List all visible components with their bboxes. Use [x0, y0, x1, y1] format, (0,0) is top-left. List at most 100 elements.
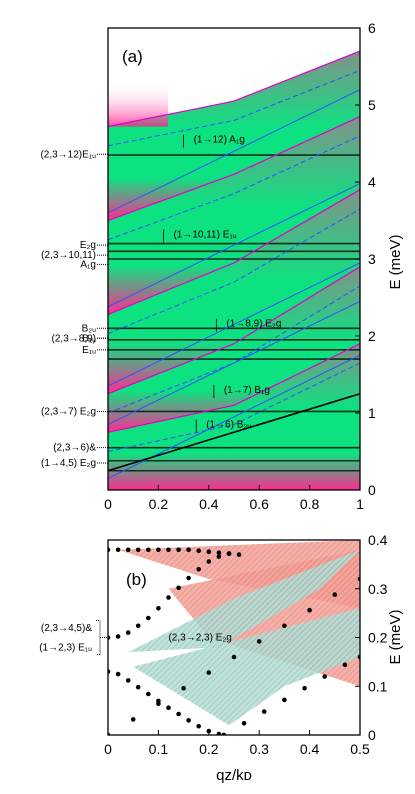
branch-line [108, 183, 360, 308]
x-tick-label: 0.2 [199, 741, 219, 757]
data-point [282, 623, 287, 629]
data-point [156, 701, 161, 707]
y-tick-label: 5 [368, 97, 376, 113]
data-point [196, 723, 201, 729]
data-point [206, 559, 212, 564]
data-point [176, 547, 181, 553]
left-annotation: (1→2,3) E₁ᵤ [39, 642, 92, 653]
y-tick-label: 0.3 [368, 581, 388, 597]
band-edge-line [108, 343, 360, 433]
data-point [226, 551, 232, 556]
left-annotation: (2,3→4,5)& [41, 623, 92, 634]
data-point [256, 639, 262, 644]
data-point [115, 634, 121, 639]
data-point [241, 721, 247, 726]
inner-annotation: (1→6) B₂ᵤ [206, 420, 251, 431]
data-point [216, 731, 222, 735]
panel-a-ylabel: E (meV) [387, 234, 404, 289]
data-point [125, 547, 131, 553]
y-tick-label: 0.1 [368, 678, 388, 694]
data-point [146, 547, 151, 553]
data-point [342, 662, 348, 668]
branch-line [108, 262, 360, 387]
data-point [176, 711, 181, 717]
data-point [231, 654, 237, 660]
x-tick-label: 1 [356, 496, 364, 512]
data-point [261, 709, 267, 714]
continuum-band [108, 116, 360, 315]
data-point [196, 567, 201, 572]
data-point [186, 718, 191, 723]
y-tick-label: 3 [368, 251, 376, 267]
panel-b-ylabel: E (meV) [387, 609, 404, 664]
branch-line [108, 300, 360, 425]
branch-dashed-line [108, 135, 360, 241]
band-edge-line [108, 189, 360, 315]
data-point [206, 670, 212, 675]
continuum-band [108, 189, 360, 394]
panel-b-plot-area [108, 540, 360, 735]
data-point [156, 547, 161, 553]
data-point [322, 674, 328, 679]
data-point [146, 691, 151, 697]
y-tick-label: 0 [368, 727, 376, 743]
x-tick-label: 0 [104, 741, 112, 757]
branch-dashed-line [108, 208, 360, 335]
left-annotation: (2,3→7) E₂g [41, 406, 96, 417]
data-point [166, 547, 171, 553]
continuum-teal [128, 549, 360, 653]
data-point [302, 685, 307, 691]
left-annotation: (2,3→10,11) [41, 250, 96, 261]
x-tick-label: 0.6 [249, 496, 269, 512]
data-point [282, 697, 287, 703]
data-point [186, 575, 191, 581]
branch-dashed-line [108, 362, 360, 452]
left-annotation: (2,3→6)& [53, 443, 96, 454]
y-tick-label: 2 [368, 328, 376, 344]
x-tick-label: 0.5 [350, 741, 370, 757]
branch-dashed-line [108, 69, 360, 147]
data-point [125, 678, 131, 683]
data-point [196, 548, 201, 553]
data-point [216, 554, 222, 559]
left-annotation: B₂ᵤ [82, 323, 97, 334]
data-point [156, 606, 161, 611]
branch-dashed-line [108, 285, 360, 414]
panel-b-label: (b) [126, 570, 147, 589]
panel-a-plot-area [108, 28, 360, 490]
left-annotation: E₂g [80, 240, 96, 251]
y-tick-label: 6 [368, 20, 376, 36]
left-annotation: (1→4,5) E₂g [41, 458, 96, 469]
y-tick-label: 0 [368, 482, 376, 498]
data-point [135, 547, 141, 553]
annotation-bracket [96, 619, 101, 656]
data-point [135, 623, 141, 629]
data-point [236, 552, 242, 557]
data-point [176, 585, 181, 591]
x-tick-label: 0.3 [249, 741, 269, 757]
continuum-glow [108, 81, 168, 127]
continuum-teal [133, 608, 360, 726]
y-tick-label: 1 [368, 405, 376, 421]
left-annotation: (2,3→8,9) [52, 333, 96, 344]
left-annotation: (2,3→12)E₁ᵤ [40, 149, 96, 160]
data-point [115, 547, 121, 553]
data-point [181, 685, 186, 691]
panel-b-xlabel: qᴢ/kᴅ [216, 767, 252, 784]
inner-annotation: (1→8,9) E₂g [226, 319, 281, 330]
inner-annotation: (2,3→2,3) E₂g [168, 633, 231, 644]
x-tick-label: 0 [104, 496, 112, 512]
data-point [216, 550, 222, 555]
y-tick-label: 0.2 [368, 630, 388, 646]
data-point [130, 717, 136, 722]
y-tick-label: 0.4 [368, 532, 388, 548]
left-annotation: A₁g [80, 259, 96, 270]
data-point [166, 595, 171, 600]
left-annotation: E₁ᵤ [82, 345, 96, 356]
branch-line [108, 89, 360, 214]
dispersive-mode-line [108, 392, 360, 472]
inner-annotation: (1→12) A₁g [194, 135, 245, 146]
x-tick-label: 0.1 [149, 741, 169, 757]
continuum-band [108, 51, 360, 221]
